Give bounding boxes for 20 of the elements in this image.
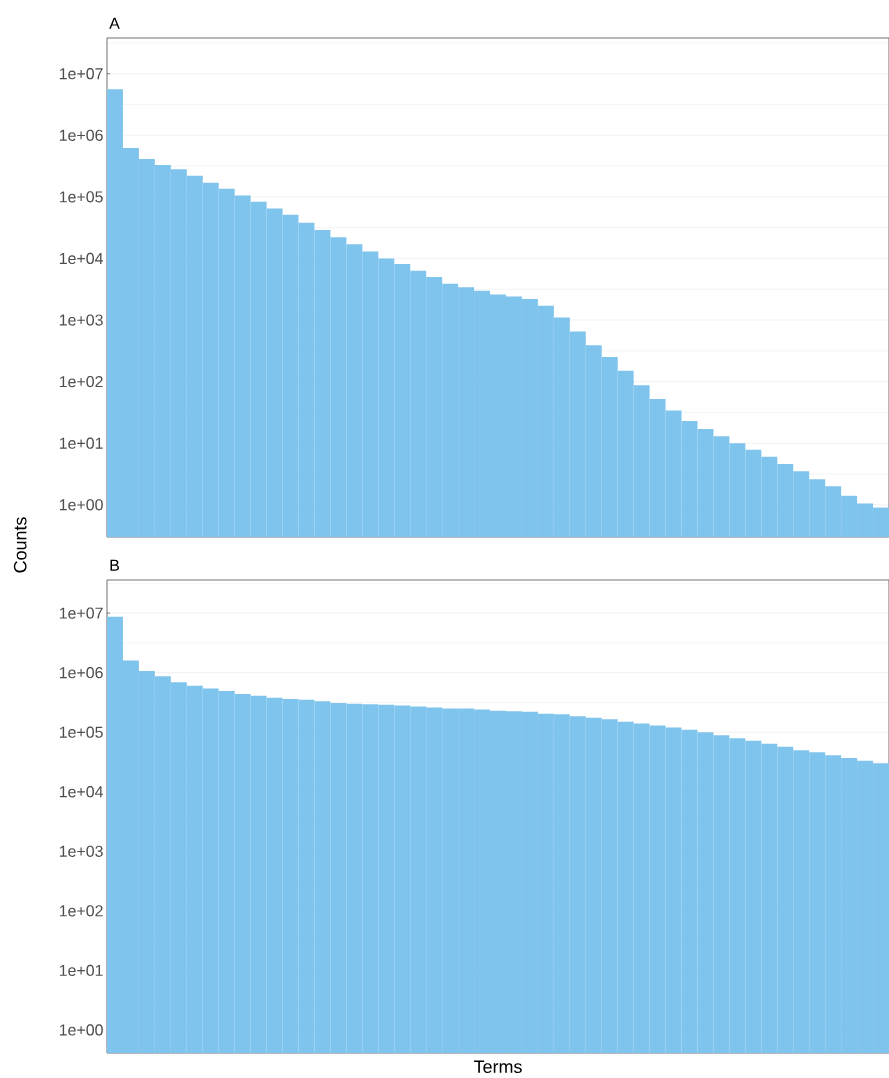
y-tick-label: 1e+00 bbox=[59, 499, 103, 511]
y-tick-label: 1e+06 bbox=[59, 129, 103, 141]
y-tick-label: 1e+07 bbox=[59, 68, 103, 80]
chart-title: B bbox=[110, 559, 119, 571]
y-tick-label: 1e+01 bbox=[59, 437, 103, 449]
y-axis-title: Counts bbox=[13, 517, 27, 573]
y-tick-label: 1e+01 bbox=[59, 964, 103, 977]
y-tick-label: 1e+03 bbox=[59, 845, 103, 857]
y-tick-label: 1e+07 bbox=[59, 607, 103, 619]
y-tick-label: 1e+03 bbox=[59, 314, 103, 326]
y-tick-label: 1e+00 bbox=[59, 1024, 103, 1036]
y-tick-label: 1e+02 bbox=[59, 905, 103, 917]
y-tick-label: 1e+05 bbox=[59, 191, 103, 203]
y-tick-label: 1e+04 bbox=[59, 786, 103, 798]
y-tick-label: 1e+02 bbox=[59, 375, 103, 388]
y-tick-label: 1e+05 bbox=[59, 726, 103, 738]
chart-title: A bbox=[109, 17, 120, 29]
y-tick-label: 1e+06 bbox=[59, 667, 103, 679]
y-tick-label: 1e+04 bbox=[59, 252, 103, 265]
x-axis-title: Terms bbox=[473, 1060, 522, 1074]
